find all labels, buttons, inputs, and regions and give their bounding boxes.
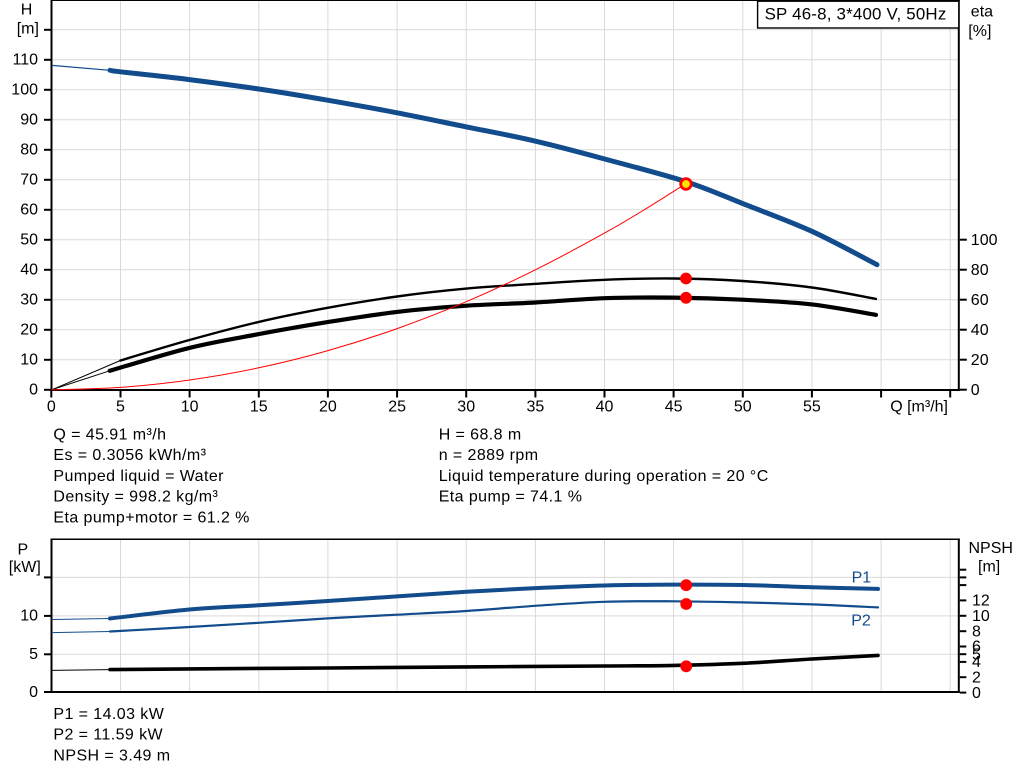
svg-text:[m]: [m] [17, 21, 39, 38]
svg-text:20: 20 [20, 322, 38, 339]
svg-text:P2: P2 [851, 613, 871, 630]
svg-text:60: 60 [971, 292, 989, 309]
svg-text:25: 25 [388, 398, 406, 415]
svg-text:12: 12 [972, 593, 990, 610]
svg-text:35: 35 [527, 398, 545, 415]
svg-text:0: 0 [29, 382, 38, 399]
svg-text:NPSH: NPSH [969, 540, 1013, 557]
svg-text:6: 6 [972, 639, 981, 656]
svg-text:20: 20 [971, 352, 989, 369]
svg-text:40: 40 [20, 262, 38, 279]
svg-text:55: 55 [803, 398, 821, 415]
svg-text:30: 30 [457, 398, 475, 415]
svg-text:80: 80 [971, 262, 989, 279]
svg-text:8: 8 [972, 623, 981, 640]
svg-text:10: 10 [20, 608, 38, 625]
svg-text:40: 40 [596, 398, 614, 415]
svg-text:5: 5 [29, 646, 38, 663]
svg-text:10: 10 [972, 608, 990, 625]
svg-text:100: 100 [971, 232, 998, 249]
svg-text:30: 30 [20, 292, 38, 309]
svg-text:Liquid temperature during oper: Liquid temperature during operation = 20… [439, 468, 769, 485]
svg-text:20: 20 [319, 398, 337, 415]
svg-text:H = 68.8 m: H = 68.8 m [439, 426, 522, 443]
svg-text:45: 45 [665, 398, 683, 415]
svg-text:50: 50 [734, 398, 752, 415]
svg-text:10: 10 [20, 352, 38, 369]
svg-text:15: 15 [250, 398, 268, 415]
svg-text:[m]: [m] [978, 559, 1000, 576]
svg-text:Es = 0.3056 kWh/m³: Es = 0.3056 kWh/m³ [53, 447, 206, 464]
svg-text:0: 0 [972, 685, 981, 702]
svg-text:H: H [21, 1, 33, 18]
svg-text:Density = 998.2 kg/m³: Density = 998.2 kg/m³ [53, 489, 218, 506]
svg-text:SP 46-8, 3*400 V, 50Hz: SP 46-8, 3*400 V, 50Hz [765, 4, 947, 23]
svg-text:P2 = 11.59 kW: P2 = 11.59 kW [53, 727, 163, 744]
svg-text:10: 10 [181, 398, 199, 415]
svg-text:0: 0 [47, 398, 56, 415]
svg-text:0: 0 [29, 684, 38, 701]
svg-text:Q [m³/h]: Q [m³/h] [890, 398, 948, 415]
svg-text:100: 100 [11, 82, 38, 99]
svg-text:2: 2 [972, 669, 981, 686]
svg-text:5: 5 [972, 646, 981, 663]
svg-text:Pumped liquid = Water: Pumped liquid = Water [53, 468, 224, 485]
svg-text:eta: eta [971, 3, 993, 20]
svg-text:50: 50 [20, 232, 38, 249]
svg-text:Q = 45.91 m³/h: Q = 45.91 m³/h [53, 426, 166, 443]
svg-text:Eta pump+motor = 61.2 %: Eta pump+motor = 61.2 % [53, 510, 249, 527]
svg-text:80: 80 [20, 142, 38, 159]
svg-text:P1 = 14.03 kW: P1 = 14.03 kW [53, 706, 164, 723]
svg-text:0: 0 [971, 382, 980, 399]
svg-text:90: 90 [20, 112, 38, 129]
svg-text:Eta pump = 74.1 %: Eta pump = 74.1 % [439, 489, 583, 506]
svg-text:NPSH = 3.49 m: NPSH = 3.49 m [53, 748, 170, 765]
svg-text:110: 110 [12, 52, 38, 69]
svg-text:4: 4 [972, 654, 981, 671]
svg-text:n = 2889 rpm: n = 2889 rpm [439, 447, 539, 464]
svg-text:70: 70 [20, 172, 38, 189]
svg-text:[%]: [%] [968, 23, 991, 40]
svg-text:P1: P1 [852, 569, 872, 586]
svg-text:60: 60 [20, 202, 38, 219]
svg-text:[kW]: [kW] [9, 559, 41, 576]
svg-text:P: P [17, 542, 28, 559]
svg-text:40: 40 [971, 322, 989, 339]
svg-text:5: 5 [116, 398, 125, 415]
